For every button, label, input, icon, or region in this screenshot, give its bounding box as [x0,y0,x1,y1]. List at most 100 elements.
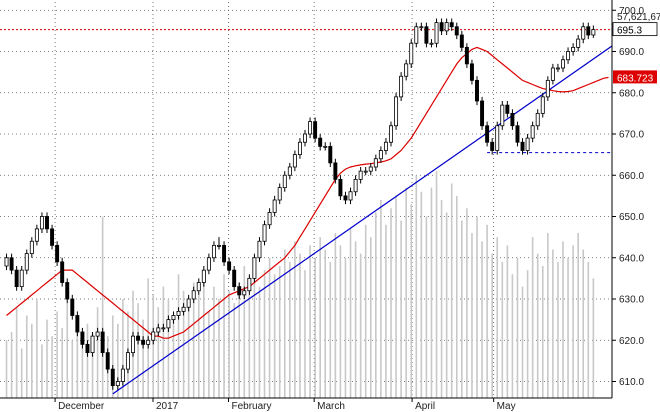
candle-down [515,125,520,143]
y-tick-label: 640.0 [619,253,644,264]
candle-up [287,166,292,176]
last-price-text: 695.3 [617,26,642,37]
candle-up [252,257,257,279]
candle-up [434,22,439,44]
candle-down [237,286,242,296]
candle-down [464,46,469,65]
x-tick-label: May [497,401,516,412]
candle-up [530,125,535,139]
candle-up [292,154,297,168]
candle-down [55,244,60,263]
candle-up [358,170,363,180]
candle-down [475,79,479,102]
candle-up [399,75,404,98]
candle-down [141,339,146,345]
candle-down [110,368,115,387]
candle-up [576,38,581,48]
candle-down [85,343,90,354]
candle-up [115,381,120,387]
candle-up [495,125,500,151]
candle-up [4,257,9,267]
candle-up [525,137,530,151]
candle-down [454,26,459,36]
candle-down [80,331,85,345]
candle-up [125,352,130,370]
candle-up [404,63,409,77]
candle-down [232,269,237,288]
candle-up [555,67,560,70]
candle-down [136,335,141,341]
candle-up [201,269,206,283]
candle-up [550,67,555,81]
candle-up [166,319,171,329]
last-price-tag [612,22,658,37]
candle-up [353,178,358,193]
candle-up [39,216,44,230]
candle-up [151,331,156,341]
candle-up [394,96,399,127]
candle-up [267,211,272,226]
trendline [112,11,660,395]
x-tick-label: March [317,401,345,412]
candle-up [191,290,196,300]
candle-up [156,327,161,333]
candle-down [318,137,323,147]
y-tick-label: 660.0 [619,171,644,182]
candle-down [480,100,485,127]
candle-up [500,104,505,127]
candle-up [95,331,100,337]
x-tick-label: February [231,401,271,412]
candle-up [561,59,565,69]
candle-up [409,42,414,65]
candle-down [338,178,343,197]
candle-up [171,315,176,321]
candle-down [227,261,232,271]
candle-up [24,253,29,271]
candle-up [272,199,277,213]
candle-down [490,141,495,151]
candle-down [424,26,429,44]
y-tick-label: 680.0 [619,88,644,99]
candle-down [449,22,454,28]
candle-up [196,282,201,292]
candle-down [333,162,338,180]
candle-up [211,244,216,259]
x-tick-label: December [58,401,105,412]
candle-up [29,240,34,255]
y-tick-label: 690.0 [619,47,644,58]
candle-up [262,224,267,242]
candle-up [161,327,166,330]
y-tick-label: 610.0 [619,377,644,388]
candle-up [308,121,313,135]
x-tick-label: April [415,401,435,412]
y-tick-label: 670.0 [619,130,644,141]
candle-up [363,170,368,173]
candle-up [378,150,383,160]
candle-down [439,22,444,32]
ma-value-tag [613,70,657,84]
candle-up [19,269,24,288]
candle-up [176,310,181,316]
y-tick-label: 700.0 [619,6,644,17]
candle-up [217,244,221,247]
candle-up [297,141,302,156]
candle-down [510,112,515,127]
candle-up [282,174,287,189]
candle-down [469,63,474,81]
candle-up [34,228,39,242]
candle-up [247,277,252,292]
moving-average-line [6,46,609,339]
value-label: 57,621,67 [617,12,660,23]
candle-down [105,352,110,370]
y-axis-panel [612,0,660,412]
candle-up [120,368,125,382]
ma-value-text: 683.723 [617,73,654,84]
candle-down [328,145,333,164]
candle-down [70,298,75,316]
candle-down [9,257,14,271]
candle-down [459,34,464,48]
candle-down [100,331,105,354]
candle-up [131,335,135,354]
candle-down [520,141,525,151]
